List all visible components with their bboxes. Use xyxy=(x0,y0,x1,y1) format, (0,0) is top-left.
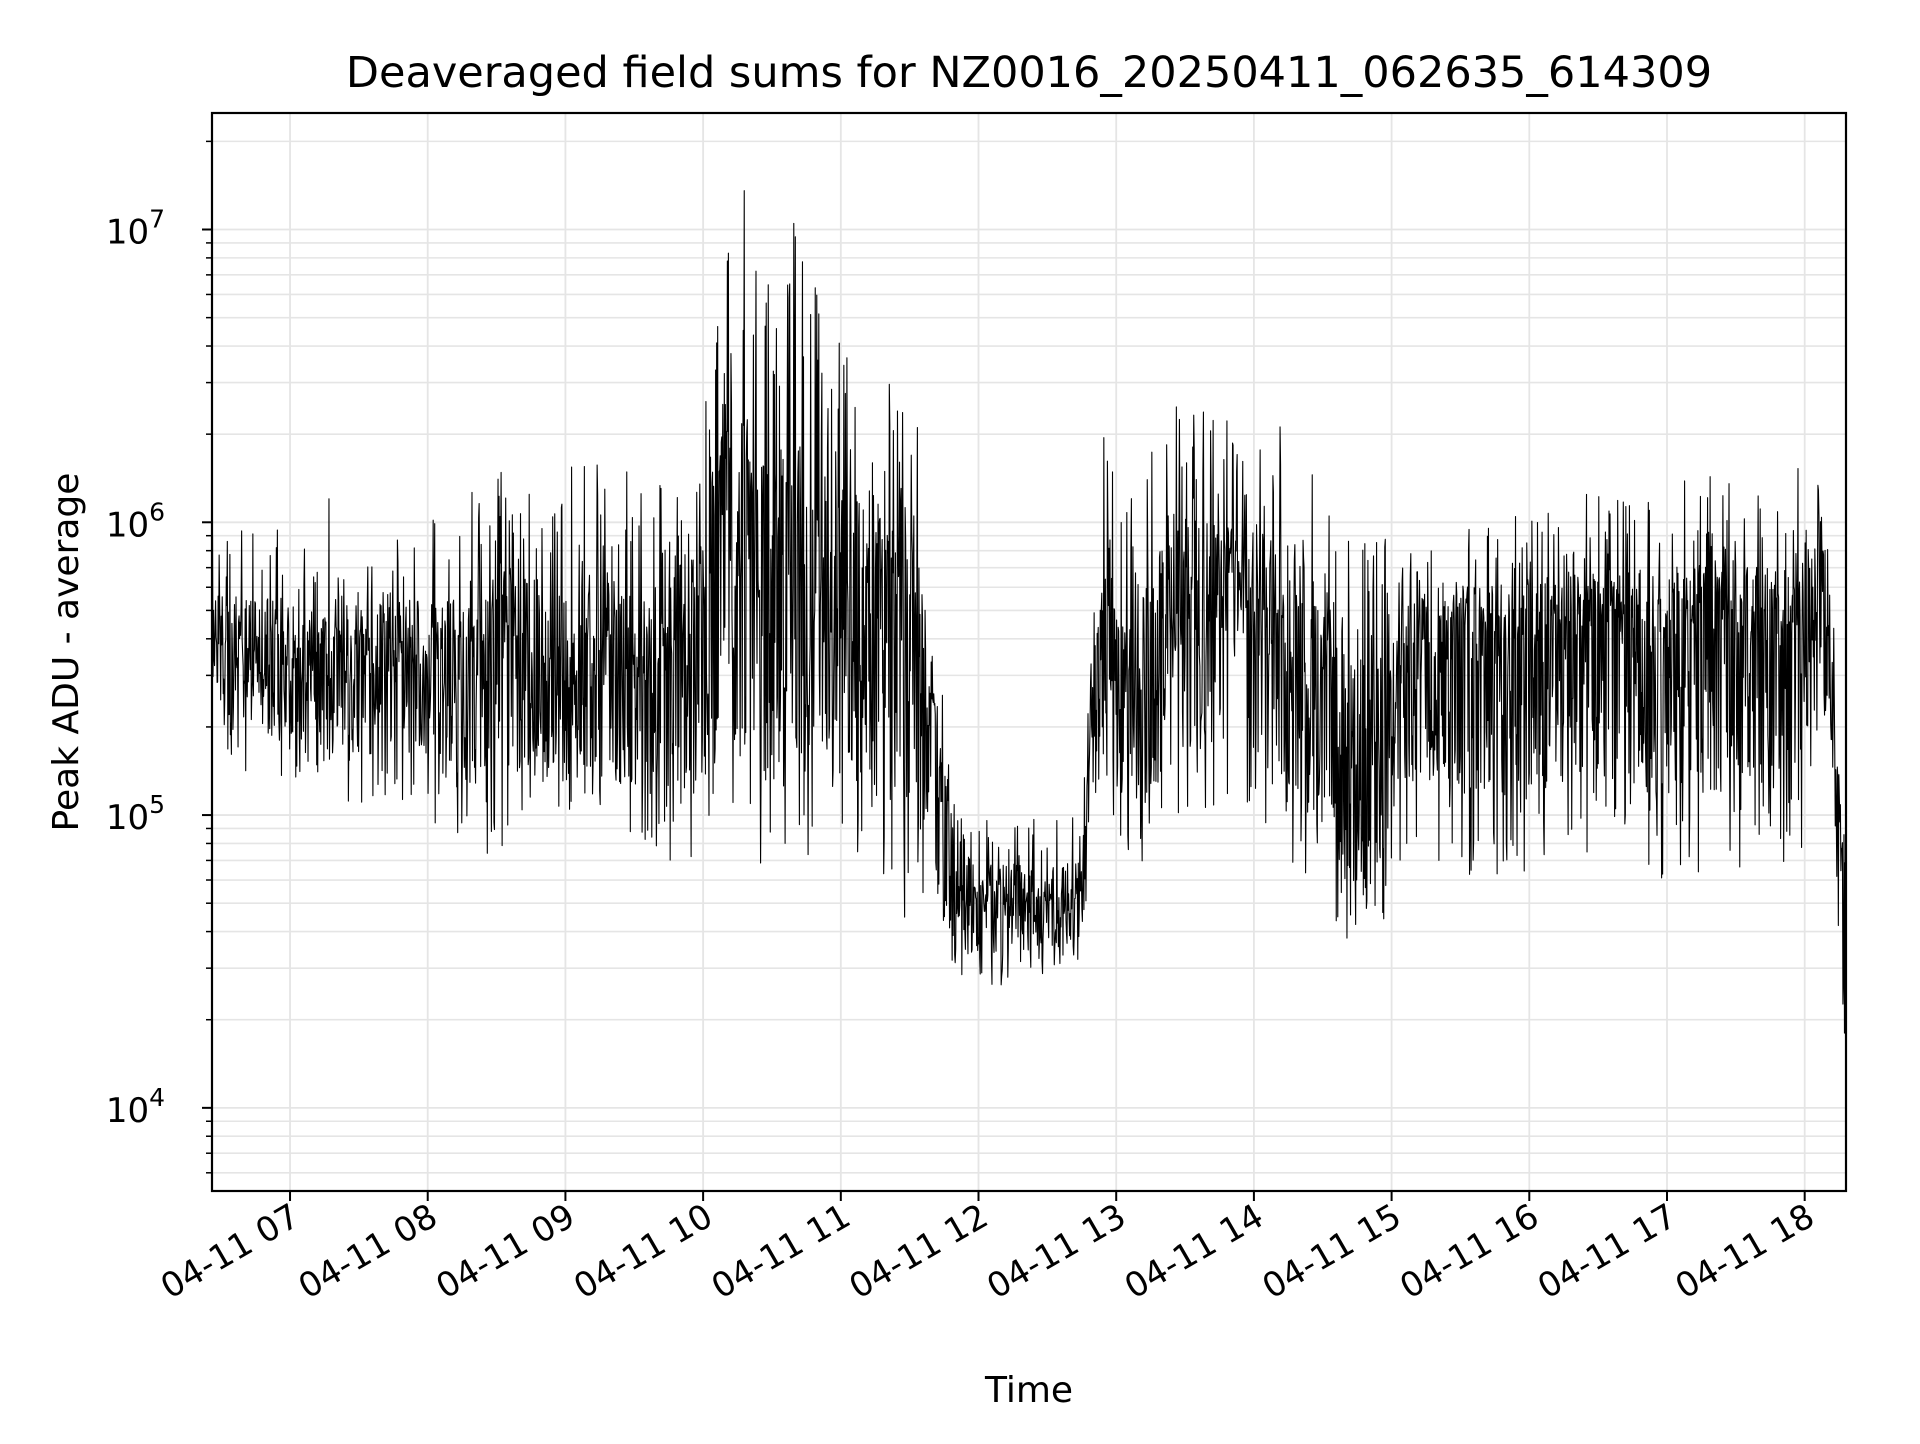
y-tick-label: 105 xyxy=(106,790,165,838)
y-tick-label: 106 xyxy=(106,497,165,545)
x-axis-label: Time xyxy=(984,1370,1073,1411)
chart-title: Deaveraged field sums for NZ0016_2025041… xyxy=(346,48,1712,98)
series-path xyxy=(211,190,1847,1034)
y-axis: 104 105 106 107 xyxy=(106,140,212,1174)
series-line xyxy=(211,190,1847,1034)
plot-frame xyxy=(210,111,1848,1193)
y-axis-label: Peak ADU - average xyxy=(46,473,87,832)
y-tick-label: 104 xyxy=(106,1083,165,1131)
y-tick-label: 107 xyxy=(106,205,165,253)
